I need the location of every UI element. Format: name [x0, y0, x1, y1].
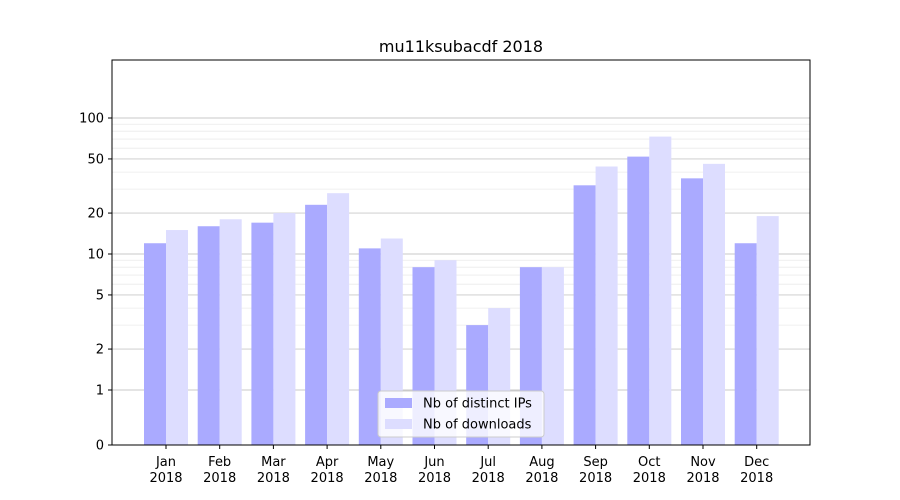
bar-downloads — [273, 213, 296, 445]
bar-distinct-ips — [627, 156, 650, 446]
y-tick-label: 2 — [96, 343, 104, 358]
x-tick-label-month: Dec — [744, 455, 769, 470]
x-tick-label-month: Sep — [583, 455, 608, 470]
legend-label: Nb of distinct IPs — [423, 397, 532, 412]
y-axis-ticks: 0 1 2 5 10 20 50 100 — [79, 112, 112, 454]
bar-distinct-ips — [305, 204, 328, 445]
bar-downloads — [595, 166, 618, 446]
x-tick-label-year: 2018 — [364, 471, 397, 486]
x-tick-label-month: Jun — [423, 455, 444, 470]
x-tick-label-month: May — [367, 455, 394, 470]
y-tick-label: 0 — [96, 439, 104, 454]
x-tick-label-year: 2018 — [472, 471, 505, 486]
x-tick-label-month: Mar — [261, 455, 286, 470]
x-tick-label-year: 2018 — [633, 471, 666, 486]
x-tick-label-year: 2018 — [686, 471, 719, 486]
x-tick-label-month: Jul — [479, 455, 496, 470]
legend-swatch — [385, 419, 412, 429]
bar-downloads — [541, 267, 564, 445]
legend: Nb of distinct IPs Nb of downloads — [377, 390, 545, 438]
plot-frame — [111, 59, 811, 446]
bar-downloads — [703, 163, 725, 445]
y-tick-label: 1 — [96, 384, 104, 399]
x-axis-ticks: Jan2018Feb2018Mar2018Apr2018May2018Jun20… — [149, 445, 773, 486]
bar-distinct-ips — [734, 243, 757, 445]
x-tick-label-month: Aug — [529, 455, 554, 470]
bar-distinct-ips — [358, 248, 381, 445]
y-tick-label: 20 — [87, 207, 104, 222]
bar-downloads — [166, 230, 188, 445]
bar-distinct-ips — [681, 178, 703, 445]
x-tick-label-year: 2018 — [203, 471, 236, 486]
bar-downloads — [756, 216, 779, 445]
y-tick-label: 50 — [87, 152, 104, 167]
bar-distinct-ips — [197, 226, 220, 445]
x-tick-label-month: Feb — [208, 455, 231, 470]
x-tick-label-month: Nov — [690, 455, 716, 470]
bar-downloads — [219, 219, 242, 445]
y-tick-label: 10 — [87, 248, 104, 263]
legend-box — [377, 390, 545, 438]
x-tick-label-year: 2018 — [740, 471, 773, 486]
chart-title: mu11ksubacdf 2018 — [379, 37, 543, 56]
x-tick-label-year: 2018 — [257, 471, 290, 486]
y-tick-label: 5 — [96, 288, 104, 303]
x-tick-label-year: 2018 — [525, 471, 558, 486]
x-tick-label-year: 2018 — [149, 471, 182, 486]
x-tick-label-year: 2018 — [579, 471, 612, 486]
x-tick-label-month: Apr — [316, 455, 339, 470]
x-tick-label-year: 2018 — [418, 471, 451, 486]
legend-swatch — [385, 398, 412, 408]
x-tick-label-year: 2018 — [311, 471, 344, 486]
x-tick-label-month: Oct — [638, 455, 660, 470]
bar-distinct-ips — [144, 243, 166, 445]
bar-downloads — [649, 136, 672, 446]
y-tick-label: 100 — [79, 112, 104, 127]
bar-distinct-ips — [573, 185, 596, 445]
bar-downloads — [327, 193, 350, 445]
legend-label: Nb of downloads — [423, 418, 532, 433]
x-tick-label-month: Jan — [155, 455, 176, 470]
bar-distinct-ips — [251, 222, 274, 445]
